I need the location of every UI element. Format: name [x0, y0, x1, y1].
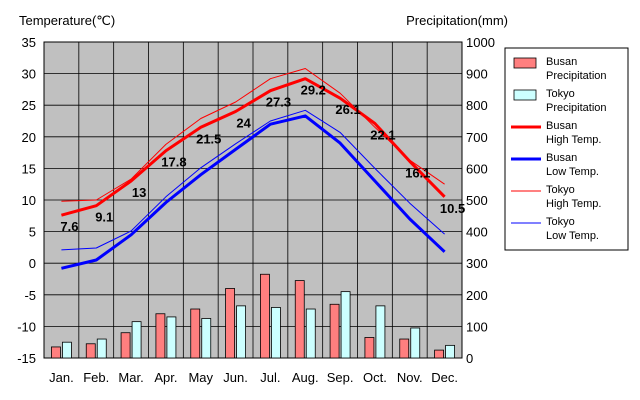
y-right-tick-label: 900 [466, 67, 488, 82]
x-tick-label: Oct. [363, 370, 387, 385]
busan-precip-bar [364, 337, 375, 359]
data-label: 21.5 [196, 131, 221, 146]
legend-tokyo-high: Tokyo High Temp. [511, 184, 601, 210]
legend-swatch [513, 89, 537, 101]
tokyo-precip-bar [305, 308, 316, 359]
x-tick-label: Nov. [397, 370, 423, 385]
legend-label: Tokyo [546, 88, 575, 100]
y-right-tick-label: 400 [466, 225, 488, 240]
busan-precip-bar [225, 288, 235, 359]
y-left-tick-label: 35 [22, 35, 36, 50]
x-tick-label: May [188, 370, 213, 385]
left-axis-title: Temperature(℃) [19, 13, 115, 28]
legend-tokyo-precip: Tokyo Precipitation [513, 88, 607, 114]
busan-precip-bar [434, 349, 444, 359]
legend-label: Low Temp. [546, 230, 599, 242]
busan-high-line [61, 77, 446, 217]
right-axis-title: Precipitation(mm) [406, 13, 508, 28]
y-right-tick-label: 200 [466, 288, 488, 303]
data-label: 24 [236, 116, 251, 131]
legend-label: Busan [546, 152, 577, 164]
y-left-tick-label: 20 [22, 130, 36, 145]
tokyo-precip-bar [96, 338, 107, 359]
tokyo-precip-bar [201, 318, 212, 359]
data-label: 16.1 [405, 165, 430, 180]
busan-precip-bar [329, 303, 340, 359]
legend-label: Tokyo [546, 184, 575, 196]
data-label: 26.1 [335, 102, 360, 117]
tokyo-precip-bar [340, 291, 351, 359]
tokyo-low-line [61, 109, 445, 251]
legend-busan-low: Busan Low Temp. [511, 152, 599, 178]
data-label: 27.3 [266, 95, 291, 110]
busan-precip-bar [85, 343, 96, 359]
legend-busan-precip: Busan Precipitation [513, 56, 607, 82]
y-right-tick-label: 600 [466, 161, 488, 176]
y-left-tick-label: -5 [24, 288, 36, 303]
data-label: 29.2 [301, 83, 326, 98]
legend-label: Busan [546, 120, 577, 132]
busan-precip-bar [190, 308, 201, 359]
busan-precip-bar [155, 313, 166, 359]
busan-precip-bar [51, 346, 61, 359]
legend-label: Precipitation [546, 70, 607, 82]
legend-label: Busan [546, 56, 577, 68]
legend-label: Precipitation [546, 102, 607, 114]
busan-precip-bar [399, 338, 410, 359]
y-right-tick-label: 700 [466, 130, 488, 145]
y-left-tick-label: -15 [17, 351, 36, 366]
y-right-tick-label: 100 [466, 319, 488, 334]
legend-label: High Temp. [546, 134, 601, 146]
x-tick-label: Jan. [49, 370, 74, 385]
busan-low-line [61, 114, 446, 270]
tokyo-precip-bar [375, 305, 386, 359]
y-left-tick-label: 0 [29, 256, 36, 271]
y-left-tick-label: 25 [22, 98, 36, 113]
y-left-tick-label: -10 [17, 319, 36, 334]
data-label: 13 [132, 185, 146, 200]
busan-precip-bar [120, 332, 131, 359]
data-label: 22.1 [370, 128, 395, 143]
busan-precip-bar [260, 273, 270, 359]
y-right-tick-label: 500 [466, 193, 488, 208]
x-tick-label: Mar. [118, 370, 143, 385]
data-label: 7.6 [60, 219, 78, 234]
data-label: 10.5 [440, 201, 465, 216]
legend-label: Tokyo [546, 216, 575, 228]
legend-label: Low Temp. [546, 166, 599, 178]
tokyo-high-line [61, 68, 445, 202]
tokyo-precip-bar [410, 327, 421, 359]
tokyo-precip-bar [166, 316, 177, 359]
data-label: 17.8 [161, 155, 186, 170]
y-right-tick-label: 800 [466, 98, 488, 113]
x-tick-label: Sep. [327, 370, 354, 385]
y-left-tick-label: 5 [29, 225, 36, 240]
tokyo-precip-bar [62, 341, 72, 359]
x-tick-label: Aug. [292, 370, 319, 385]
tokyo-precip-bar [236, 305, 246, 359]
x-tick-label: Feb. [83, 370, 109, 385]
legend-swatch [513, 57, 537, 69]
y-right-tick-label: 0 [466, 351, 473, 366]
x-tick-label: Jul. [260, 370, 280, 385]
legend-busan-high: Busan High Temp. [511, 120, 601, 146]
x-tick-label: Apr. [154, 370, 177, 385]
y-right-tick-label: 1000 [466, 35, 495, 50]
legend-tokyo-low: Tokyo Low Temp. [511, 216, 599, 242]
x-tick-label: Dec. [431, 370, 458, 385]
tokyo-precip-bar [131, 321, 142, 359]
y-left-tick-label: 30 [22, 67, 36, 82]
legend-label: High Temp. [546, 198, 601, 210]
legend-box [504, 47, 629, 251]
tokyo-precip-bar [445, 344, 455, 359]
busan-precip-bar [294, 280, 305, 359]
y-left-tick-label: 15 [22, 161, 36, 176]
data-label: 9.1 [95, 210, 113, 225]
x-tick-label: Jun. [223, 370, 248, 385]
y-right-tick-label: 300 [466, 256, 488, 271]
tokyo-precip-bar [271, 307, 281, 359]
y-left-tick-label: 10 [22, 193, 36, 208]
